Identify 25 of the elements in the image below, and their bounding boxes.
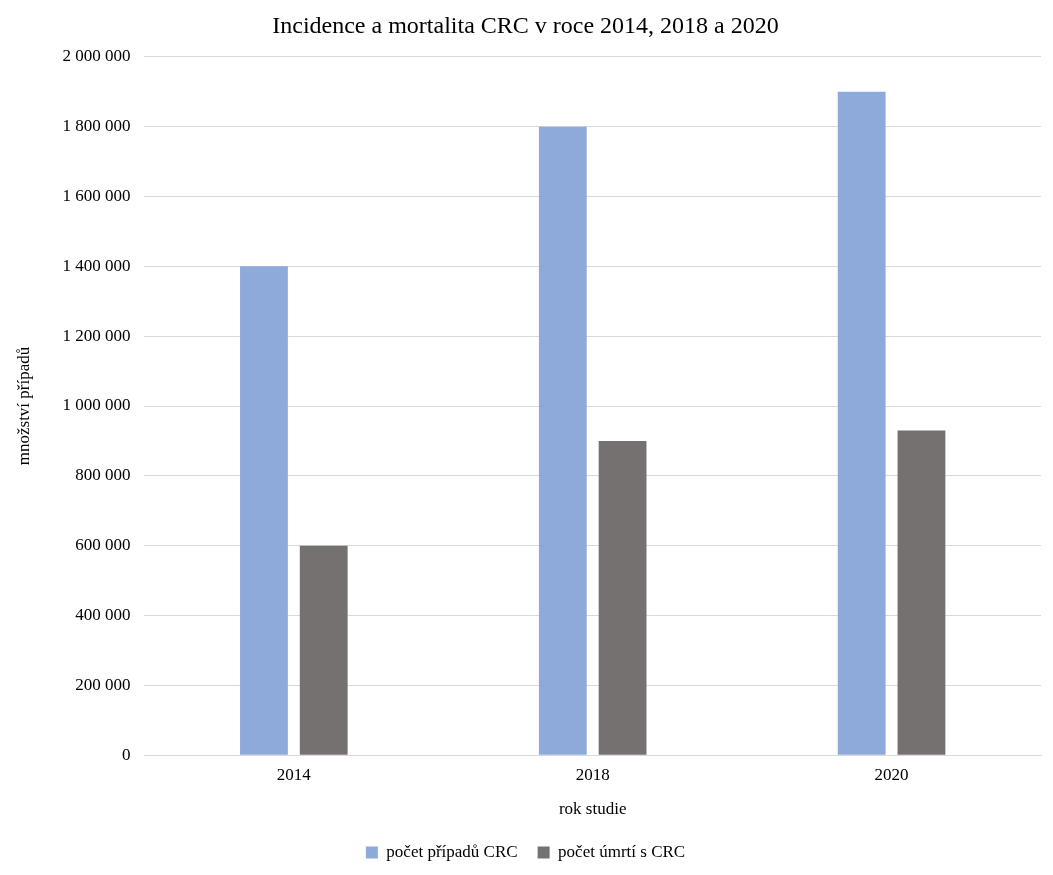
y-tick-label: 0 xyxy=(121,744,131,764)
y-tick-label: 600 000 xyxy=(75,535,131,555)
y-tick-label: 1 200 000 xyxy=(62,325,131,345)
x-tick-label: 2020 xyxy=(874,764,909,784)
y-tick-label: 800 000 xyxy=(75,465,131,485)
bar xyxy=(837,91,886,755)
bar xyxy=(538,126,587,755)
y-tick-label: 1 000 000 xyxy=(62,395,131,415)
x-tick-label: 2018 xyxy=(575,764,610,784)
y-axis-title: množství případů xyxy=(13,346,33,466)
bar xyxy=(598,440,647,755)
y-tick-label: 200 000 xyxy=(75,674,131,694)
bar xyxy=(240,266,288,755)
y-tick-label: 1 600 000 xyxy=(62,185,131,205)
x-axis-title: rok studie xyxy=(558,799,627,819)
legend-label: počet případů CRC xyxy=(386,841,518,861)
y-tick-label: 1 400 000 xyxy=(62,255,131,275)
bar xyxy=(299,545,348,755)
y-tick-label: 2 000 000 xyxy=(62,46,131,66)
x-tick-label: 2014 xyxy=(276,764,312,784)
y-tick-label: 400 000 xyxy=(75,604,131,624)
y-tick-label: 1 800 000 xyxy=(62,116,131,136)
chart-title: Incidence a mortalita CRC v roce 2014, 2018 a 2020 xyxy=(272,11,779,38)
bar xyxy=(897,430,946,755)
legend-label: počet úmrtí s CRC xyxy=(558,841,686,861)
